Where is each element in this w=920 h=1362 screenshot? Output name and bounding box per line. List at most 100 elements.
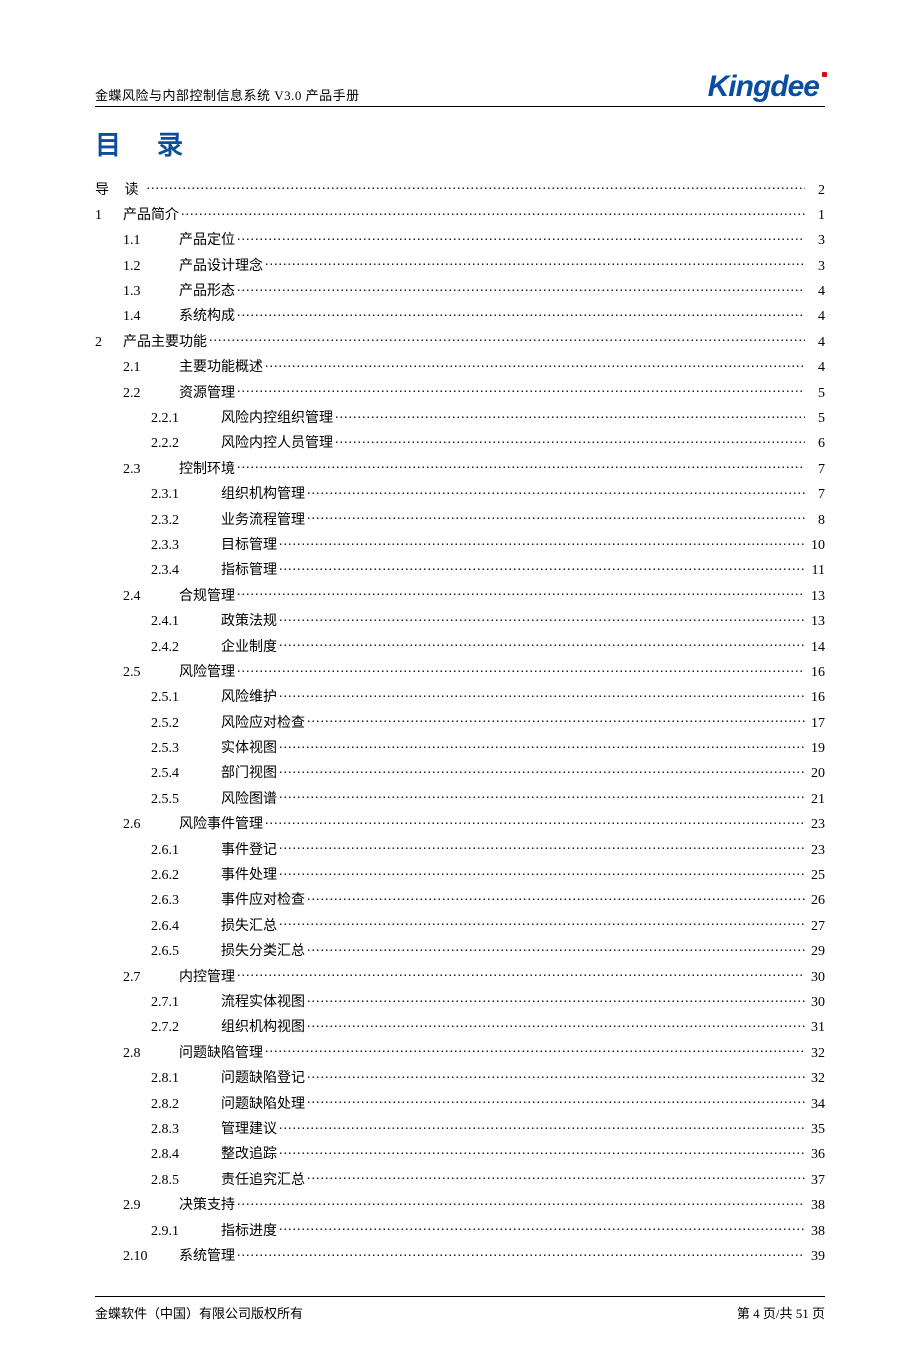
toc-leader-dots — [237, 230, 805, 244]
toc-entry-title: 组织机构管理 — [221, 487, 305, 502]
toc-entry-page: 3 — [807, 233, 825, 248]
toc-entry[interactable]: 2.7内控管理30 — [95, 963, 825, 988]
toc-entry[interactable]: 2.2.2风险内控人员管理6 — [95, 430, 825, 455]
toc-entry-number: 1.3 — [123, 284, 179, 299]
toc-entry[interactable]: 2.5.5风险图谱21 — [95, 785, 825, 810]
toc-entry[interactable]: 2.3.3目标管理10 — [95, 531, 825, 556]
toc-entry[interactable]: 2.9.1指标进度 38 — [95, 1217, 825, 1242]
toc-entry[interactable]: 2产品主要功能4 — [95, 328, 825, 353]
toc-leader-dots — [307, 484, 805, 498]
toc-entry-number: 2.4.2 — [151, 640, 221, 655]
toc-entry-title: 风险应对检查 — [221, 716, 305, 731]
toc-leader-dots — [279, 916, 805, 930]
toc-entry-title: 目标管理 — [221, 538, 277, 553]
toc-leader-dots — [237, 967, 805, 981]
toc-entry[interactable]: 2.6风险事件管理23 — [95, 811, 825, 836]
toc-leader-dots — [335, 433, 805, 447]
toc-entry[interactable]: 2.4.2企业制度14 — [95, 633, 825, 658]
toc-entry[interactable]: 2.3.2业务流程管理8 — [95, 506, 825, 531]
toc-entry-page: 38 — [807, 1198, 825, 1213]
toc-entry-number: 2.7.2 — [151, 1020, 221, 1035]
toc-entry-title: 合规管理 — [179, 589, 235, 604]
toc-entry[interactable]: 2.3.4指标管理11 — [95, 557, 825, 582]
toc-entry-title: 风险事件管理 — [179, 817, 263, 832]
toc-entry-title: 系统构成 — [179, 309, 235, 324]
toc-entry-title: 产品形态 — [179, 284, 235, 299]
toc-entry[interactable]: 2.1主要功能概述4 — [95, 354, 825, 379]
toc-entry[interactable]: 2.8.2问题缺陷处理34 — [95, 1090, 825, 1115]
toc-entry[interactable]: 导 读2 — [95, 176, 825, 201]
toc-entry[interactable]: 1.3产品形态 4 — [95, 278, 825, 303]
toc-entry-title: 指标进度 — [221, 1224, 277, 1239]
toc-leader-dots — [181, 205, 805, 219]
toc-entry-page: 38 — [807, 1224, 825, 1239]
kingdee-logo: Kingdee — [708, 70, 825, 104]
toc-entry[interactable]: 1产品简介1 — [95, 201, 825, 226]
toc-entry[interactable]: 2.3.1组织机构管理7 — [95, 481, 825, 506]
toc-entry-number: 2.6 — [123, 817, 179, 832]
toc-entry[interactable]: 2.8.4整改追踪36 — [95, 1141, 825, 1166]
toc-leader-dots — [237, 306, 805, 320]
toc-entry-page: 26 — [807, 893, 825, 908]
toc-entry[interactable]: 2.9决策支持38 — [95, 1192, 825, 1217]
toc-entry-number: 2.9.1 — [151, 1224, 221, 1239]
toc-entry-title: 产品定位 — [179, 233, 235, 248]
toc-entry-number: 2.1 — [123, 360, 179, 375]
toc-entry[interactable]: 2.8问题缺陷管理32 — [95, 1039, 825, 1064]
toc-leader-dots — [209, 332, 805, 346]
table-of-contents: 导 读21产品简介11.1产品定位31.2产品设计理念31.3产品形态41.4系… — [95, 176, 825, 1268]
toc-entry[interactable]: 2.5.1风险维护16 — [95, 684, 825, 709]
toc-entry-page: 4 — [807, 284, 825, 299]
toc-leader-dots — [279, 840, 805, 854]
toc-entry[interactable]: 1.1产品定位3 — [95, 227, 825, 252]
toc-entry[interactable]: 2.5.3实体视图19 — [95, 735, 825, 760]
toc-leader-dots — [265, 1043, 805, 1057]
toc-entry[interactable]: 2.8.1问题缺陷登记32 — [95, 1065, 825, 1090]
toc-entry[interactable]: 2.4.1政策法规13 — [95, 608, 825, 633]
toc-entry-title: 事件处理 — [221, 868, 277, 883]
toc-entry[interactable]: 2.2资源管理5 — [95, 379, 825, 404]
toc-entry[interactable]: 2.5风险管理16 — [95, 658, 825, 683]
toc-entry[interactable]: 2.3控制环境7 — [95, 455, 825, 480]
toc-entry-page: 35 — [807, 1122, 825, 1137]
toc-entry-number: 2.6.1 — [151, 843, 221, 858]
toc-entry-page: 39 — [807, 1249, 825, 1264]
toc-entry[interactable]: 2.6.3事件应对检查26 — [95, 887, 825, 912]
toc-entry-title: 部门视图 — [221, 766, 277, 781]
toc-entry[interactable]: 2.2.1风险内控组织管理5 — [95, 405, 825, 430]
toc-entry[interactable]: 1.2产品设计理念3 — [95, 252, 825, 277]
toc-entry-title: 损失分类汇总 — [221, 944, 305, 959]
toc-entry[interactable]: 2.6.5损失分类汇总29 — [95, 938, 825, 963]
toc-leader-dots — [279, 738, 805, 752]
toc-entry-number: 2.9 — [123, 1198, 179, 1213]
toc-entry-page: 23 — [807, 843, 825, 858]
toc-leader-dots — [279, 687, 805, 701]
toc-entry[interactable]: 2.8.3管理建议35 — [95, 1115, 825, 1140]
toc-entry-title: 系统管理 — [179, 1249, 235, 1264]
toc-entry[interactable]: 2.5.2风险应对检查17 — [95, 709, 825, 734]
toc-entry[interactable]: 2.10系统管理39 — [95, 1242, 825, 1267]
toc-entry[interactable]: 2.8.5责任追究汇总37 — [95, 1166, 825, 1191]
toc-entry[interactable]: 2.7.1流程实体视图30 — [95, 989, 825, 1014]
page-footer: 金蝶软件（中国）有限公司版权所有 第 4 页/共 51 页 — [95, 1296, 825, 1322]
toc-entry[interactable]: 2.6.1事件登记23 — [95, 836, 825, 861]
toc-entry-number: 2 — [95, 335, 123, 350]
toc-leader-dots — [265, 814, 805, 828]
toc-leader-dots — [237, 281, 805, 295]
toc-entry[interactable]: 2.6.2事件处理25 — [95, 862, 825, 887]
toc-entry[interactable]: 2.5.4部门视图20 — [95, 760, 825, 785]
toc-entry[interactable]: 2.7.2组织机构视图31 — [95, 1014, 825, 1039]
toc-entry[interactable]: 2.6.4损失汇总27 — [95, 912, 825, 937]
toc-leader-dots — [279, 535, 805, 549]
toc-entry[interactable]: 1.4系统构成4 — [95, 303, 825, 328]
toc-entry-number: 2.2.2 — [151, 436, 221, 451]
toc-leader-dots — [279, 1221, 805, 1235]
toc-entry[interactable]: 2.4合规管理13 — [95, 582, 825, 607]
toc-entry-number: 2.6.4 — [151, 919, 221, 934]
toc-entry-title: 事件应对检查 — [221, 893, 305, 908]
toc-entry-number: 2.8.4 — [151, 1147, 221, 1162]
toc-entry-page: 29 — [807, 944, 825, 959]
toc-entry-page: 5 — [807, 411, 825, 426]
toc-entry-number: 2.6.2 — [151, 868, 221, 883]
toc-entry-title: 管理建议 — [221, 1122, 277, 1137]
